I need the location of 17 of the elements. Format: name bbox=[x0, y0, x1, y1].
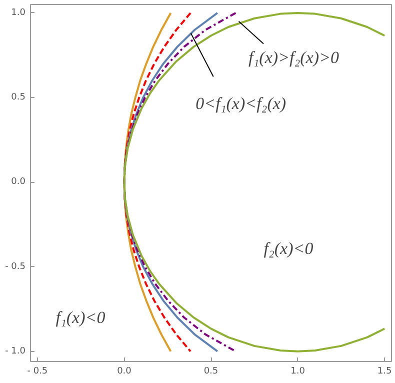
x-tick-label: 1.5 bbox=[377, 366, 392, 376]
line-series bbox=[123, 12, 172, 352]
y-tick-label: 1.0 bbox=[11, 8, 26, 18]
y-tick-label: 0.0 bbox=[11, 177, 26, 188]
x-tick-label: 1.0 bbox=[290, 366, 306, 376]
annotation: 0<f₁(x)<f₂(x) bbox=[196, 94, 286, 113]
y-tick-label: - 0.5 bbox=[5, 262, 26, 272]
y-tick-label: 0.5 bbox=[11, 92, 26, 103]
annotation: f₁(x)<0 bbox=[56, 308, 106, 327]
x-tick-label: 0.5 bbox=[204, 366, 218, 376]
line-series bbox=[123, 12, 192, 352]
x-tick-label: - 0.5 bbox=[27, 366, 48, 376]
annotation: f₂(x)<0 bbox=[264, 239, 314, 258]
line-series bbox=[123, 12, 386, 352]
annotation: f₁(x)>f₂(x)>0 bbox=[248, 48, 340, 67]
y-tick-label: - 1.0 bbox=[5, 346, 26, 356]
x-tick-label: 0.0 bbox=[117, 366, 132, 376]
